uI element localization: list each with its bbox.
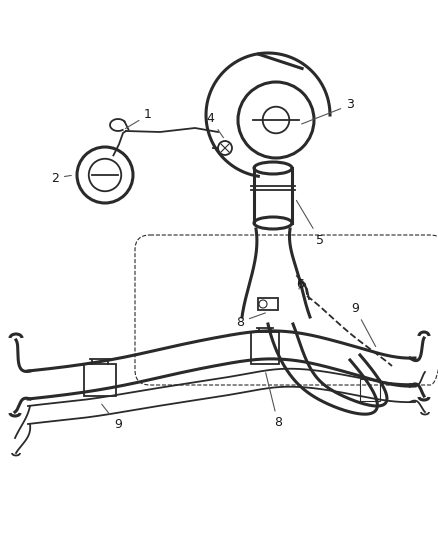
Text: 2: 2 [51, 172, 71, 184]
Bar [84, 364, 116, 396]
Text: 9: 9 [351, 302, 376, 346]
Text: 4: 4 [206, 111, 223, 138]
Bar [360, 379, 380, 401]
Text: 5: 5 [297, 200, 324, 246]
Text: 8: 8 [236, 313, 265, 328]
Text: 3: 3 [302, 99, 354, 124]
Text: 6: 6 [296, 279, 304, 292]
Bar [258, 298, 278, 310]
Text: 9: 9 [102, 404, 122, 432]
Text: 8: 8 [266, 373, 282, 430]
Bar [251, 332, 279, 364]
Text: 1: 1 [125, 109, 152, 128]
